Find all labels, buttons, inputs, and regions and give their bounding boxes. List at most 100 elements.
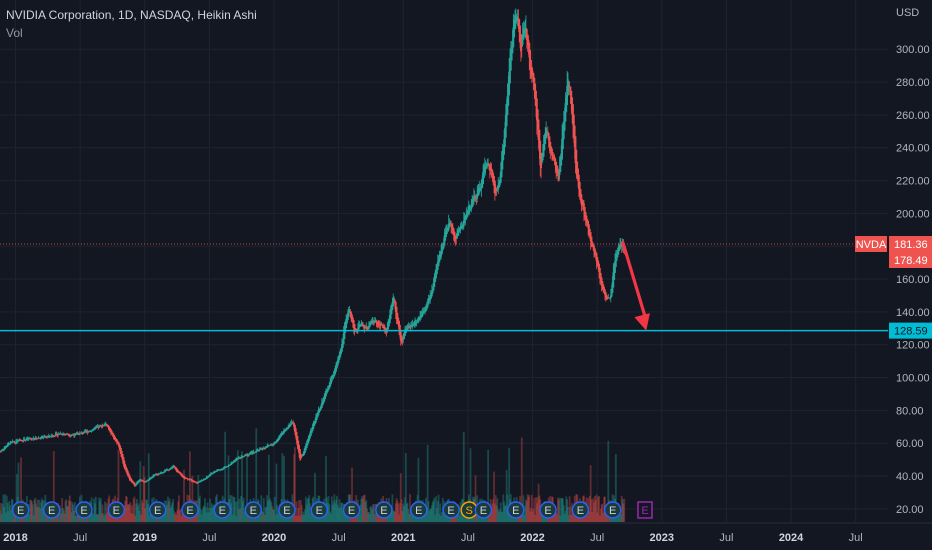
volume-bar	[562, 504, 565, 522]
event-badge	[637, 501, 653, 519]
volume-bar	[531, 511, 534, 522]
volume-bar	[4, 512, 7, 522]
split-event-icon[interactable]: S	[460, 501, 478, 519]
earnings-event-icon[interactable]: E	[43, 501, 61, 519]
volume-bar	[397, 503, 400, 522]
volume-bar	[499, 502, 502, 522]
earnings-event-icon[interactable]: E	[244, 501, 263, 519]
event-badge	[474, 501, 493, 519]
volume-bar	[75, 515, 78, 522]
y-tick-label: 280.00	[896, 77, 930, 89]
candle-body	[67, 433, 69, 435]
volume-bar	[532, 508, 535, 522]
volume-bar	[437, 494, 440, 522]
earnings-event-icon[interactable]: E	[11, 501, 30, 519]
volume-bar	[204, 498, 206, 522]
volume-bar	[336, 504, 339, 522]
candlestick-series[interactable]	[0, 8, 626, 487]
volume-bar	[528, 495, 531, 522]
upcoming-earnings-icon[interactable]: E	[637, 501, 653, 519]
volume-bar	[372, 504, 375, 522]
volume-bar	[30, 500, 32, 522]
candle-body	[495, 189, 498, 192]
earnings-event-icon[interactable]: E	[181, 501, 199, 519]
volume-bar	[303, 514, 306, 522]
volume-bar	[357, 512, 360, 522]
volume-bar	[393, 511, 396, 522]
earnings-event-icon[interactable]: E	[107, 501, 126, 519]
volume-bar	[4, 494, 6, 522]
earnings-event-icon[interactable]: E	[148, 501, 167, 519]
volume-bar	[172, 499, 174, 522]
earnings-event-icon[interactable]: E	[375, 501, 393, 519]
candle-body	[225, 466, 228, 468]
candle-body	[242, 456, 245, 457]
candle-body	[124, 463, 127, 469]
earnings-event-icon[interactable]: E	[474, 501, 493, 519]
candle-body	[158, 473, 161, 475]
candle-body	[577, 168, 579, 181]
earnings-event-icon[interactable]: E	[603, 501, 622, 519]
volume-bar	[32, 515, 35, 522]
volume-bar	[203, 505, 206, 522]
volume-bar	[91, 512, 94, 522]
volume-bar	[236, 501, 238, 522]
candle-body	[27, 438, 30, 440]
volume-bar	[507, 512, 510, 522]
event-letter: E	[380, 505, 387, 517]
volume-bar	[167, 496, 169, 522]
volume-bar	[562, 498, 564, 522]
volume-bar	[496, 498, 499, 522]
candle-body	[415, 322, 418, 324]
earnings-event-icon[interactable]: E	[507, 501, 525, 519]
volume-bar	[392, 510, 395, 522]
candle-body	[58, 433, 61, 435]
volume-bar	[435, 496, 437, 522]
earnings-event-icon[interactable]: E	[75, 501, 93, 519]
volume-bar	[270, 502, 273, 522]
volume-bar	[572, 515, 575, 522]
volume-bar	[73, 510, 75, 522]
earnings-event-icon[interactable]: E	[310, 501, 328, 519]
volume-bar	[362, 495, 365, 522]
candle-body	[264, 447, 267, 449]
volume-bar	[190, 515, 193, 522]
volume-bar	[404, 453, 407, 522]
volume-indicator-label[interactable]: Vol	[6, 26, 23, 40]
earnings-event-icon[interactable]: E	[213, 501, 232, 519]
volume-bar	[10, 499, 13, 522]
earnings-event-icon[interactable]: E	[539, 501, 557, 519]
time-axis[interactable]: 2018 Jul 2019 Jul 2020 Jul 2021 Jul 2022 Jul 2023 J…	[0, 522, 932, 544]
volume-bar	[227, 455, 230, 522]
volume-bar	[263, 514, 266, 522]
candle-body	[151, 477, 153, 479]
event-letter: E	[415, 505, 422, 517]
price-axis[interactable]: 20.00 40.00 60.00 80.00 100.00 120.00 140.00 16…	[896, 7, 930, 516]
volume-bar	[367, 511, 370, 522]
volume-bar	[570, 514, 573, 522]
volume-bar	[169, 507, 172, 522]
candle-body	[254, 452, 257, 453]
volume-bar	[294, 447, 296, 522]
volume-bar	[240, 495, 243, 522]
earnings-event-icon[interactable]: E	[410, 501, 428, 519]
event-letter: E	[48, 505, 55, 517]
volume-bar	[621, 498, 624, 522]
chart-title[interactable]: NVIDIA Corporation, 1D, NASDAQ, Heikin A…	[6, 8, 257, 22]
candle-body	[241, 456, 244, 458]
earnings-event-icon[interactable]: E	[442, 501, 460, 519]
candle-body	[453, 231, 456, 240]
volume-bar	[368, 514, 371, 522]
candle	[379, 321, 382, 330]
volume-bar	[100, 513, 103, 522]
volume-bar	[146, 503, 149, 522]
volume-bar	[536, 497, 539, 522]
volume-bar	[602, 512, 605, 522]
volume-bar	[432, 500, 435, 522]
earnings-event-icon[interactable]: E	[342, 501, 361, 519]
candle-body	[21, 440, 24, 442]
earnings-event-icon[interactable]: E	[278, 501, 296, 519]
earnings-event-icon[interactable]: E	[571, 501, 590, 519]
